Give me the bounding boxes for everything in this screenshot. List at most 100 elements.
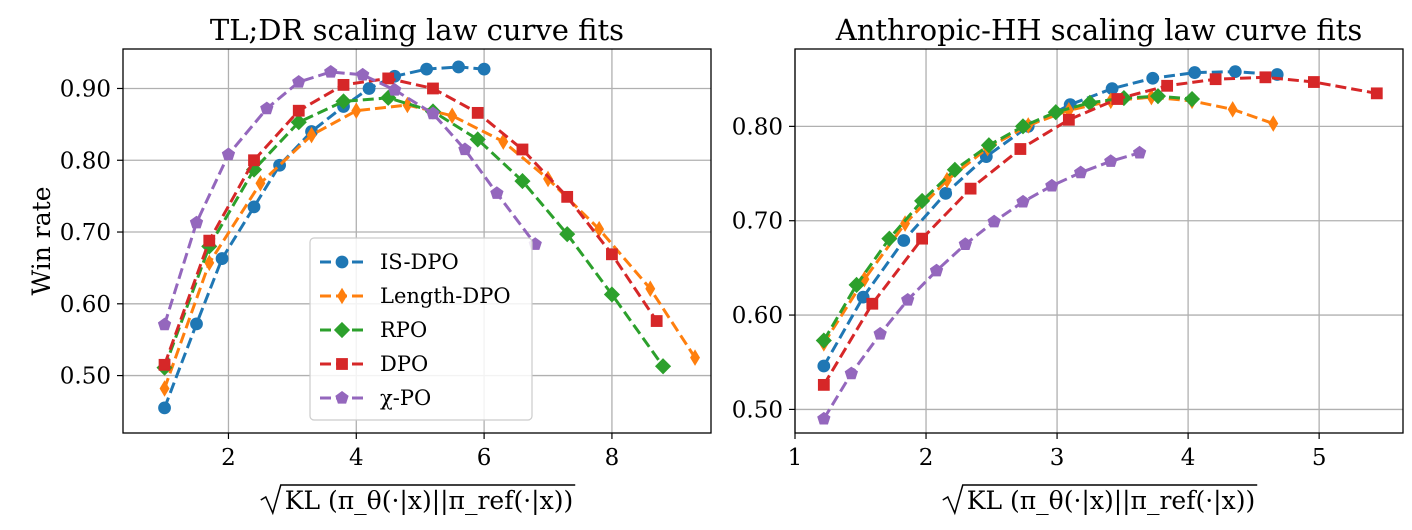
- data-point-is-dpo: [158, 401, 171, 415]
- data-point-rpo: [654, 358, 672, 375]
- y-tick-label: 0.70: [732, 209, 783, 235]
- legend-entry-length-dpo: Length-DPO: [320, 284, 511, 308]
- data-point-chi-po: [458, 142, 472, 156]
- chart-title: TL;DR scaling law curve fits: [210, 13, 624, 47]
- data-point-is-dpo: [477, 62, 491, 76]
- data-point-is-dpo: [452, 60, 465, 74]
- x-tick-label: 1: [788, 445, 803, 471]
- data-point-chi-po: [387, 82, 402, 96]
- radical-sign: [260, 484, 576, 516]
- data-point-chi-po: [844, 366, 859, 380]
- radical-sign: [942, 484, 1258, 516]
- data-point-is-dpo: [856, 290, 870, 304]
- data-point-length-dpo: [942, 171, 952, 189]
- data-point-rpo: [881, 230, 898, 247]
- data-point-length-dpo: [645, 280, 656, 298]
- data-point-dpo: [606, 248, 618, 261]
- data-point-dpo: [1161, 79, 1174, 92]
- data-point-chi-po: [1132, 145, 1147, 159]
- data-point-rpo: [603, 286, 621, 303]
- data-point-dpo: [916, 232, 929, 245]
- data-point-is-dpo: [247, 200, 261, 214]
- data-point-dpo: [817, 378, 830, 391]
- data-point-chi-po: [873, 326, 887, 340]
- y-axis-label: Win rate: [27, 187, 56, 296]
- x-tick-label: 3: [1050, 445, 1065, 471]
- legend: IS-DPO Length-DPO RPO DPO χ-PO: [309, 237, 533, 421]
- legend-label: IS-DPO: [380, 250, 459, 274]
- data-point-length-dpo: [447, 107, 458, 125]
- data-point-rpo: [1047, 104, 1064, 121]
- legend-marker-is-dpo: [335, 255, 349, 269]
- data-point-rpo: [914, 192, 931, 209]
- data-point-rpo: [946, 161, 963, 178]
- data-point-length-dpo: [690, 349, 700, 366]
- chart-title: Anthropic-HH scaling law curve fits: [835, 13, 1362, 47]
- tldr-chart: 2 4 6 8 0.50 0.60 0.70 0.80 0.90 TL;DR scaling la…: [27, 13, 712, 516]
- series-line-length-dpo: [822, 95, 1274, 345]
- legend-entry-dpo: DPO: [320, 352, 428, 376]
- data-point-is-dpo: [1146, 71, 1160, 85]
- data-point-chi-po: [490, 186, 504, 199]
- data-point-chi-po: [1104, 154, 1118, 167]
- data-point-is-dpo: [817, 359, 831, 373]
- data-point-chi-po: [958, 237, 973, 250]
- data-point-is-dpo: [190, 317, 203, 331]
- data-point-rpo: [335, 93, 352, 110]
- legend-marker-rpo: [333, 321, 351, 339]
- legend-marker-dpo: [336, 358, 348, 370]
- data-point-dpo: [1307, 76, 1320, 88]
- data-point-chi-po: [221, 147, 236, 161]
- data-point-dpo: [1062, 113, 1075, 126]
- data-point-dpo: [1370, 87, 1383, 100]
- data-point-chi-po: [1073, 165, 1088, 179]
- data-point-dpo: [427, 82, 439, 95]
- data-point-chi-po: [356, 67, 370, 81]
- data-point-chi-po: [1045, 178, 1059, 192]
- series-chi-po: [817, 145, 1147, 425]
- x-tick-label: 4: [349, 445, 364, 471]
- data-point-dpo: [203, 234, 216, 247]
- data-point-chi-po: [157, 317, 172, 331]
- legend-label: χ-PO: [380, 386, 431, 410]
- data-point-chi-po: [189, 215, 204, 229]
- y-tick-label: 0.80: [60, 148, 111, 174]
- data-point-chi-po: [292, 75, 306, 88]
- y-tick-label: 0.70: [60, 220, 111, 246]
- data-point-dpo: [1259, 71, 1272, 84]
- data-point-rpo: [848, 276, 865, 293]
- series-line-rpo: [822, 94, 1193, 342]
- data-point-is-dpo: [897, 234, 911, 247]
- series-line-chi-po: [822, 151, 1141, 420]
- series-dpo: [817, 71, 1383, 391]
- series-line-rpo: [163, 96, 665, 369]
- data-point-length-dpo: [351, 102, 362, 120]
- data-point-dpo: [1209, 73, 1222, 86]
- series-line-dpo: [822, 75, 1378, 386]
- series-line-dpo: [163, 76, 658, 366]
- plot-frame: [122, 48, 712, 434]
- data-point-chi-po: [324, 64, 338, 78]
- data-point-rpo: [469, 131, 486, 148]
- x-tick-label: 6: [477, 445, 492, 471]
- data-point-rpo: [815, 332, 832, 349]
- data-point-dpo: [158, 358, 171, 371]
- data-point-dpo: [292, 104, 305, 117]
- data-point-dpo: [1014, 143, 1027, 155]
- data-point-dpo: [1111, 93, 1124, 105]
- legend-label: RPO: [380, 318, 427, 342]
- data-point-is-dpo: [939, 186, 953, 200]
- data-point-rpo: [290, 114, 307, 131]
- data-point-length-dpo: [306, 126, 317, 144]
- x-axis-label-group: KL (π_θ(·|x)||π_ref(·|x)): [942, 484, 1258, 516]
- data-point-dpo: [866, 297, 879, 310]
- data-point-dpo: [516, 143, 529, 156]
- data-point-chi-po: [260, 101, 274, 115]
- data-point-length-dpo: [255, 174, 266, 192]
- data-point-chi-po: [901, 292, 915, 306]
- data-point-dpo: [964, 182, 977, 195]
- data-point-chi-po: [987, 214, 1001, 228]
- data-point-is-dpo: [362, 82, 376, 95]
- series-dpo: [158, 72, 663, 371]
